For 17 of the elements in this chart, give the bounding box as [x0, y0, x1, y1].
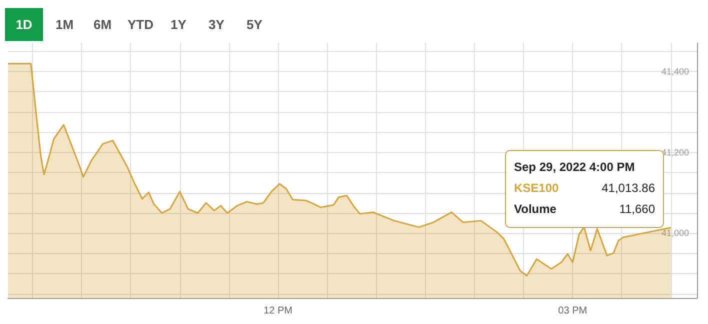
text: 1M: [54, 16, 75, 34]
y-tick-label: 41,200: [661, 147, 689, 158]
text: 1Y: [170, 16, 188, 34]
text: YTD: [126, 16, 154, 34]
x-tick-label: 12 PM: [264, 306, 292, 316]
y-tick-label: 41,000: [661, 228, 689, 238]
text: 1D: [5, 8, 43, 41]
text: 5Y: [246, 16, 264, 34]
annotation: 11,660: [619, 201, 655, 218]
text: 6M: [92, 16, 113, 34]
annotation: 41,013.86: [602, 180, 655, 197]
annotation: Sep 29, 2022 4:00 PM: [514, 159, 636, 176]
text: 3Y: [208, 16, 226, 34]
text: KSE100: [514, 180, 559, 197]
x-tick-label: 03 PM: [558, 306, 588, 316]
annotation: Volume: [514, 201, 556, 218]
y-tick-label: 41,400: [661, 66, 689, 76]
